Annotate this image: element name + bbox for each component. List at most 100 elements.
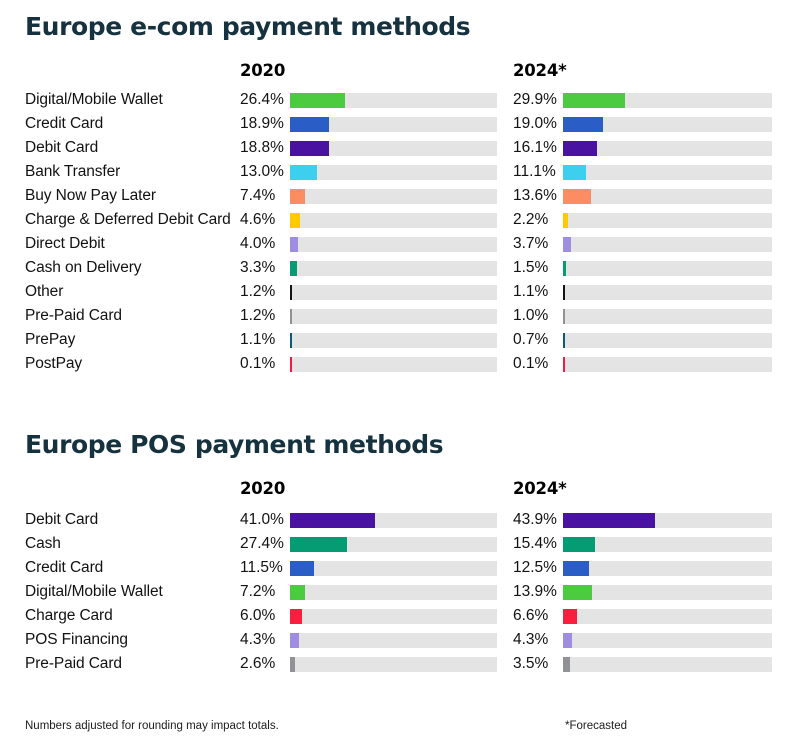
category-label: Debit Card (25, 511, 99, 528)
category-label: Credit Card (25, 559, 104, 576)
bar-2020 (290, 656, 296, 672)
chart-rows: Digital/Mobile Wallet 26.4% 29.9% Credit… (25, 88, 786, 376)
value-2020: 0.1% (240, 355, 276, 372)
bar-2020 (290, 512, 375, 528)
bar-track-2024 (563, 188, 772, 204)
category-label: Pre-Paid Card (25, 655, 122, 672)
value-2020: 4.3% (240, 631, 276, 648)
table-row: Pre-Paid Card 1.2% 1.0% (25, 304, 786, 328)
bar-2020 (290, 356, 292, 372)
bar-2020 (290, 92, 345, 108)
bar-2024 (563, 356, 565, 372)
table-row: Cash 27.4% 15.4% (25, 532, 786, 556)
table-row: PrePay 1.1% 0.7% (25, 328, 786, 352)
bar-track-2020 (290, 584, 497, 600)
bar-2020 (290, 308, 293, 324)
category-label: PrePay (25, 331, 76, 348)
value-2024: 43.9% (513, 511, 557, 528)
bar-2024 (563, 308, 566, 324)
bar-2020 (290, 164, 317, 180)
table-row: Credit Card 11.5% 12.5% (25, 556, 786, 580)
value-2020: 1.2% (240, 283, 276, 300)
bar-track-2024 (563, 164, 772, 180)
value-2020: 41.0% (240, 511, 284, 528)
bar-track-2020 (290, 212, 497, 228)
value-2024: 19.0% (513, 115, 557, 132)
bar-track-2020 (290, 116, 497, 132)
bar-track-2024 (563, 536, 772, 552)
value-2024: 16.1% (513, 139, 557, 156)
bar-2024 (563, 164, 587, 180)
bar-2024 (563, 512, 655, 528)
bar-track-2024 (563, 584, 772, 600)
forecast-note: *Forecasted (565, 720, 628, 732)
category-label: Pre-Paid Card (25, 307, 122, 324)
bar-track-2024 (563, 212, 772, 228)
table-row: Digital/Mobile Wallet 26.4% 29.9% (25, 88, 786, 112)
value-2024: 0.1% (513, 355, 549, 372)
chart-section: Europe e-com payment methods 2020 2024* … (25, 12, 786, 376)
bar-track-2020 (290, 560, 497, 576)
value-2020: 18.8% (240, 139, 284, 156)
value-2020: 6.0% (240, 607, 276, 624)
bar-track-2020 (290, 536, 497, 552)
rounding-note: Numbers adjusted for rounding may impact… (25, 720, 279, 732)
bar-2024 (563, 560, 590, 576)
table-row: Direct Debit 4.0% 3.7% (25, 232, 786, 256)
section-title: Europe e-com payment methods (25, 12, 471, 41)
value-2024: 2.2% (513, 211, 549, 228)
bar-2020 (290, 584, 305, 600)
bar-2020 (290, 284, 293, 300)
bar-2024 (563, 608, 577, 624)
bar-track-2020 (290, 632, 497, 648)
table-row: Debit Card 41.0% 43.9% (25, 508, 786, 532)
value-2020: 26.4% (240, 91, 284, 108)
bar-2024 (563, 236, 571, 252)
bar-track-2020 (290, 284, 497, 300)
table-row: Other 1.2% 1.1% (25, 280, 786, 304)
category-label: Digital/Mobile Wallet (25, 583, 163, 600)
column-headers: 2020 2024* (25, 60, 786, 80)
bar-track-2020 (290, 260, 497, 276)
value-2024: 12.5% (513, 559, 557, 576)
table-row: POS Financing 4.3% 4.3% (25, 628, 786, 652)
category-label: Charge Card (25, 607, 113, 624)
value-2024: 3.5% (513, 655, 549, 672)
category-label: Other (25, 283, 64, 300)
category-label: Digital/Mobile Wallet (25, 91, 163, 108)
chart-section: Europe POS payment methods 2020 2024* De… (25, 430, 786, 676)
value-2020: 18.9% (240, 115, 284, 132)
bar-2020 (290, 332, 293, 348)
value-2024: 13.6% (513, 187, 557, 204)
bar-2024 (563, 212, 568, 228)
bar-track-2024 (563, 260, 772, 276)
bar-track-2024 (563, 608, 772, 624)
table-row: Charge & Deferred Debit Card 4.6% 2.2% (25, 208, 786, 232)
bar-track-2024 (563, 512, 772, 528)
column-header-2024: 2024* (513, 60, 567, 80)
table-row: Pre-Paid Card 2.6% 3.5% (25, 652, 786, 676)
bar-2020 (290, 140, 329, 156)
bar-track-2020 (290, 332, 497, 348)
bar-track-2024 (563, 284, 772, 300)
value-2020: 7.2% (240, 583, 276, 600)
category-label: Credit Card (25, 115, 104, 132)
value-2020: 4.0% (240, 235, 276, 252)
table-row: Cash on Delivery 3.3% 1.5% (25, 256, 786, 280)
bar-track-2020 (290, 188, 497, 204)
category-label: Direct Debit (25, 235, 105, 252)
value-2024: 15.4% (513, 535, 557, 552)
value-2020: 2.6% (240, 655, 276, 672)
bar-track-2024 (563, 356, 772, 372)
value-2020: 11.5% (240, 559, 283, 576)
column-header-2020: 2020 (240, 60, 286, 80)
category-label: Charge & Deferred Debit Card (25, 211, 231, 228)
bar-track-2020 (290, 608, 497, 624)
bar-track-2020 (290, 164, 497, 180)
bar-track-2024 (563, 632, 772, 648)
bar-track-2020 (290, 140, 497, 156)
bar-track-2020 (290, 236, 497, 252)
value-2020: 1.2% (240, 307, 276, 324)
value-2024: 29.9% (513, 91, 557, 108)
value-2024: 6.6% (513, 607, 549, 624)
